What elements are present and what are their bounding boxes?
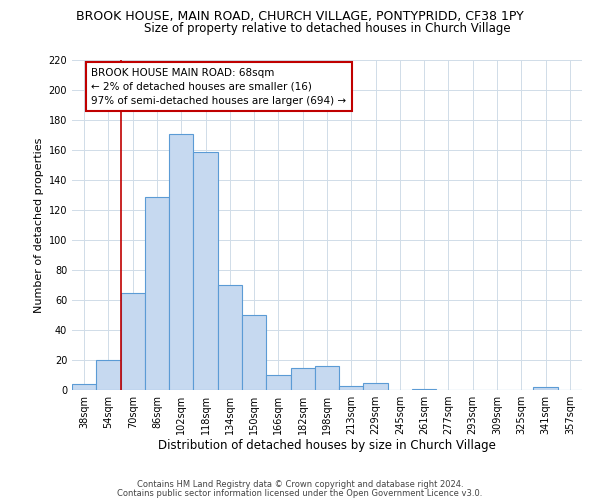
Bar	[533, 387, 558, 390]
Bar	[412, 388, 436, 390]
Bar	[290, 368, 315, 390]
Bar	[218, 285, 242, 390]
Bar	[193, 152, 218, 390]
Bar	[364, 382, 388, 390]
Bar	[339, 386, 364, 390]
Bar	[242, 315, 266, 390]
Bar	[145, 196, 169, 390]
Text: BROOK HOUSE, MAIN ROAD, CHURCH VILLAGE, PONTYPRIDD, CF38 1PY: BROOK HOUSE, MAIN ROAD, CHURCH VILLAGE, …	[76, 10, 524, 23]
Bar	[315, 366, 339, 390]
Bar	[72, 384, 96, 390]
Y-axis label: Number of detached properties: Number of detached properties	[34, 138, 44, 312]
Bar	[266, 375, 290, 390]
Bar	[121, 292, 145, 390]
Bar	[96, 360, 121, 390]
Text: BROOK HOUSE MAIN ROAD: 68sqm
← 2% of detached houses are smaller (16)
97% of sem: BROOK HOUSE MAIN ROAD: 68sqm ← 2% of det…	[91, 68, 347, 106]
Text: Contains HM Land Registry data © Crown copyright and database right 2024.: Contains HM Land Registry data © Crown c…	[137, 480, 463, 489]
X-axis label: Distribution of detached houses by size in Church Village: Distribution of detached houses by size …	[158, 438, 496, 452]
Text: Contains public sector information licensed under the Open Government Licence v3: Contains public sector information licen…	[118, 488, 482, 498]
Bar	[169, 134, 193, 390]
Title: Size of property relative to detached houses in Church Village: Size of property relative to detached ho…	[143, 22, 511, 35]
